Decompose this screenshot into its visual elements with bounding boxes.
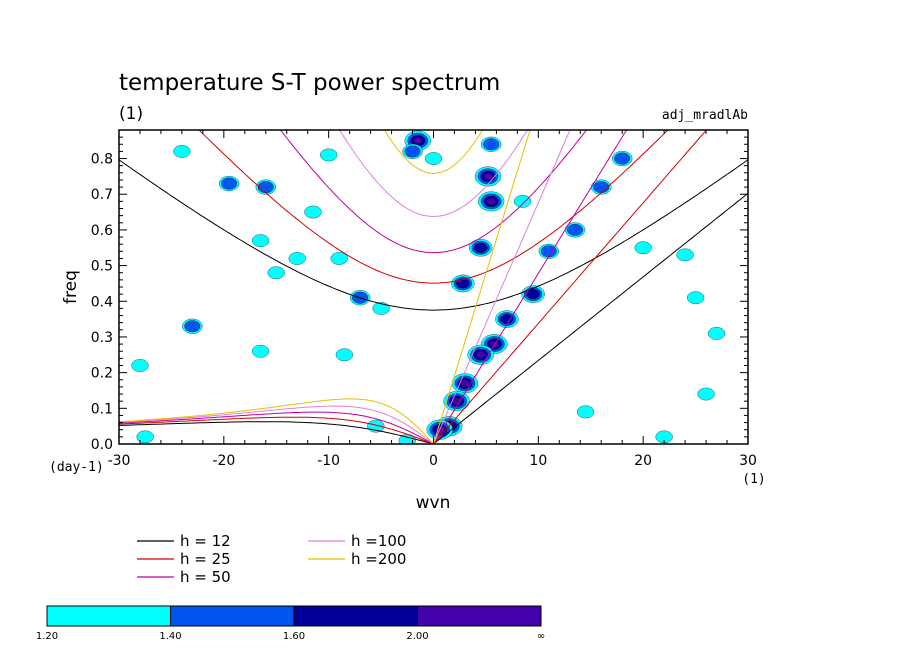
legend-label: h = 50 — [180, 568, 231, 586]
power-blob — [564, 222, 586, 238]
power-blob — [521, 285, 545, 303]
power-blob — [304, 205, 322, 219]
power-blob — [686, 291, 705, 305]
power-blob — [182, 318, 203, 334]
kelvin-wave-curve — [433, 130, 531, 444]
power-blob — [467, 344, 494, 365]
y-tick-label: 0.8 — [91, 152, 113, 168]
rossby-wave-curve — [119, 405, 434, 444]
inertia-gravity-curve — [338, 130, 529, 217]
rossby-wave-curve — [119, 416, 434, 444]
power-blob — [136, 430, 154, 444]
kelvin-wave-curve — [433, 192, 748, 444]
x-tick-label: -30 — [108, 453, 131, 469]
rossby-wave-curve — [119, 421, 434, 444]
power-blob — [612, 150, 633, 167]
power-blob — [335, 348, 354, 362]
inertia-gravity-curve — [198, 130, 669, 284]
kelvin-wave-curve — [433, 130, 628, 444]
legend-label: h =200 — [351, 550, 406, 568]
legend-label: h = 25 — [180, 550, 231, 568]
rossby-wave-curve — [119, 411, 434, 444]
power-blob — [267, 266, 285, 280]
x-tick-label: -10 — [317, 453, 340, 469]
y-tick-label: 0.1 — [91, 401, 113, 417]
colorbar: 1.20 1.40 1.60 2.00 ∞ — [36, 605, 545, 642]
power-blob — [288, 252, 306, 265]
y-tick-label: 0.4 — [91, 294, 113, 310]
x-axis-label: wvn — [416, 493, 451, 513]
power-blob — [707, 327, 726, 340]
dispersion-curves — [119, 130, 748, 444]
x-axis-unit: (1) — [742, 472, 765, 487]
colorbar-label: 1.20 — [36, 631, 58, 642]
y-tick-label: 0.6 — [91, 223, 113, 239]
power-blob — [478, 191, 505, 212]
power-blob — [451, 373, 479, 394]
colorbar-swatch — [46, 605, 171, 627]
y-axis-ticks: 0.0 0.1 0.2 0.3 0.4 0.5 0.6 0.7 0.8 — [91, 136, 748, 453]
power-blob — [443, 391, 470, 412]
x-tick-label: 0 — [429, 453, 438, 469]
y-tick-label: 0.3 — [91, 330, 113, 346]
inertia-gravity-curve — [119, 159, 748, 311]
y-tick-label: 0.5 — [91, 259, 113, 275]
power-blob — [372, 302, 390, 315]
power-contours — [131, 130, 726, 444]
power-blob — [634, 241, 652, 255]
power-blob — [591, 179, 612, 195]
kelvin-wave-curve — [433, 130, 571, 444]
y-tick-label: 0.7 — [91, 187, 113, 203]
x-tick-label: 30 — [739, 453, 757, 469]
power-blob — [697, 387, 715, 401]
rossby-wave-curve — [119, 398, 434, 444]
power-blob — [402, 143, 423, 159]
power-blob — [474, 166, 502, 187]
colorbar-label: 2.00 — [406, 631, 428, 642]
power-blob — [218, 175, 240, 192]
y-tick-label: 0.2 — [91, 366, 113, 382]
power-blob — [676, 248, 694, 262]
power-blob — [424, 152, 443, 165]
x-tick-label: -20 — [212, 453, 235, 469]
power-blob — [469, 238, 493, 257]
power-blob — [538, 243, 559, 259]
chart-subtitle: (1) — [119, 104, 143, 124]
experiment-tag: adj_mradlAb — [662, 108, 748, 123]
colorbar-swatch — [417, 605, 542, 627]
y-axis-unit: (day-1) — [49, 460, 104, 475]
power-blob — [173, 145, 191, 158]
power-blob — [320, 148, 338, 162]
colorbar-swatch — [170, 605, 295, 627]
power-blob — [255, 179, 276, 195]
plot-frame — [118, 129, 749, 445]
power-blob — [131, 359, 149, 372]
kelvin-wave-curve — [433, 130, 708, 444]
power-blob — [251, 234, 270, 247]
power-blob — [576, 405, 595, 419]
x-tick-label: 20 — [634, 453, 652, 469]
power-blob — [481, 136, 502, 152]
chart-title: temperature S-T power spectrum — [119, 70, 500, 96]
colorbar-label: ∞ — [537, 631, 545, 642]
x-axis-ticks: -30 -20 -10 0 10 20 30 — [108, 130, 757, 469]
colorbar-label: 1.60 — [283, 631, 305, 642]
x-tick-label: 10 — [529, 453, 547, 469]
power-blob — [251, 344, 270, 358]
legend-label: h = 12 — [180, 532, 231, 550]
power-blob — [330, 252, 348, 265]
inertia-gravity-curve — [279, 130, 588, 254]
power-blob — [495, 310, 519, 328]
colorbar-swatch — [293, 605, 418, 627]
colorbar-label: 1.40 — [159, 631, 181, 642]
power-blob — [513, 195, 532, 208]
inertia-gravity-curve — [383, 130, 484, 174]
y-tick-label: 0.0 — [91, 437, 113, 453]
legend-label: h =100 — [351, 532, 406, 550]
y-axis-label: freq — [61, 270, 81, 304]
